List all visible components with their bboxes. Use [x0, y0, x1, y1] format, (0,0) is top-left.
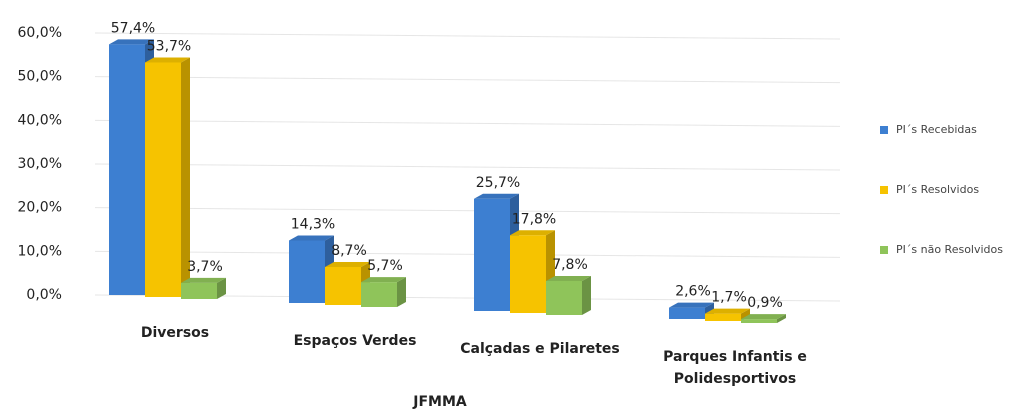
bar-face [474, 198, 510, 311]
bar-face [510, 230, 555, 236]
legend-label: PI´s Recebidas [896, 123, 977, 136]
bar-face [361, 282, 397, 307]
bar-face [546, 280, 582, 315]
grid-line [94, 207, 841, 215]
y-tick-label: 30,0% [18, 156, 62, 172]
bar-face [669, 307, 705, 319]
y-tick-label: 60,0% [18, 25, 62, 41]
bar [361, 277, 406, 307]
bar-face [669, 302, 714, 308]
bar [145, 57, 190, 298]
y-tick-label: 0,0% [26, 287, 62, 303]
bar-face [289, 240, 325, 303]
bar-face [705, 313, 741, 321]
x-tick-label: Calçadas e Pilaretes [460, 341, 620, 357]
x-axis-title: JFMMA [412, 394, 467, 410]
bar-face [705, 308, 750, 314]
y-tick-label: 50,0% [18, 69, 62, 85]
bar-face [145, 57, 190, 63]
x-tick-label: Espaços Verdes [293, 333, 417, 349]
bar-face [181, 277, 226, 283]
bar-face [325, 262, 370, 268]
bar [181, 277, 226, 299]
bar-face [289, 235, 334, 241]
value-label: 17,8% [512, 211, 556, 227]
bar-face [361, 277, 406, 283]
bar-face [109, 44, 145, 295]
grid-line [94, 76, 841, 84]
legend-label: PI´s Resolvidos [896, 183, 979, 196]
legend-swatch [880, 186, 888, 194]
value-label: 2,6% [675, 284, 711, 300]
bar-face [582, 275, 591, 315]
value-label: 53,7% [147, 39, 191, 55]
bar-face [217, 277, 226, 299]
bar-face [181, 282, 217, 299]
bar-face [145, 62, 181, 298]
bar-face [777, 314, 786, 323]
value-label: 7,8% [552, 257, 588, 273]
value-label: 3,7% [187, 259, 223, 275]
bar-face [325, 267, 361, 305]
bar [546, 275, 591, 315]
value-label: 14,3% [291, 217, 335, 233]
bar-face [546, 275, 591, 281]
grid-line [94, 119, 841, 127]
value-label: 8,7% [331, 243, 367, 259]
value-label: 0,9% [747, 295, 783, 311]
bar-face [510, 235, 546, 313]
value-label: 1,7% [711, 290, 747, 306]
bar-face [741, 319, 777, 323]
legend-swatch [880, 126, 888, 134]
bar-face [109, 39, 154, 45]
bar-face [181, 57, 190, 298]
legend-swatch [880, 246, 888, 254]
bar [705, 308, 750, 321]
value-label: 5,7% [367, 258, 403, 274]
x-tick-label: Parques Infantis e Polidesportivos [663, 349, 807, 387]
y-tick-label: 20,0% [18, 200, 62, 216]
bar-face [397, 277, 406, 307]
value-label: 57,4% [111, 20, 155, 36]
y-tick-label: 10,0% [18, 243, 62, 259]
grid-line [94, 32, 841, 40]
bar-face [474, 193, 519, 199]
bar [741, 314, 786, 323]
bar [669, 302, 714, 319]
y-tick-label: 40,0% [18, 112, 62, 128]
legend-label: PI´s não Resolvidos [896, 243, 1003, 256]
x-tick-label: Diversos [140, 325, 210, 341]
bar-face [741, 314, 786, 320]
grid-line [94, 163, 841, 171]
grid-line [94, 250, 841, 258]
value-label: 25,7% [476, 175, 520, 191]
